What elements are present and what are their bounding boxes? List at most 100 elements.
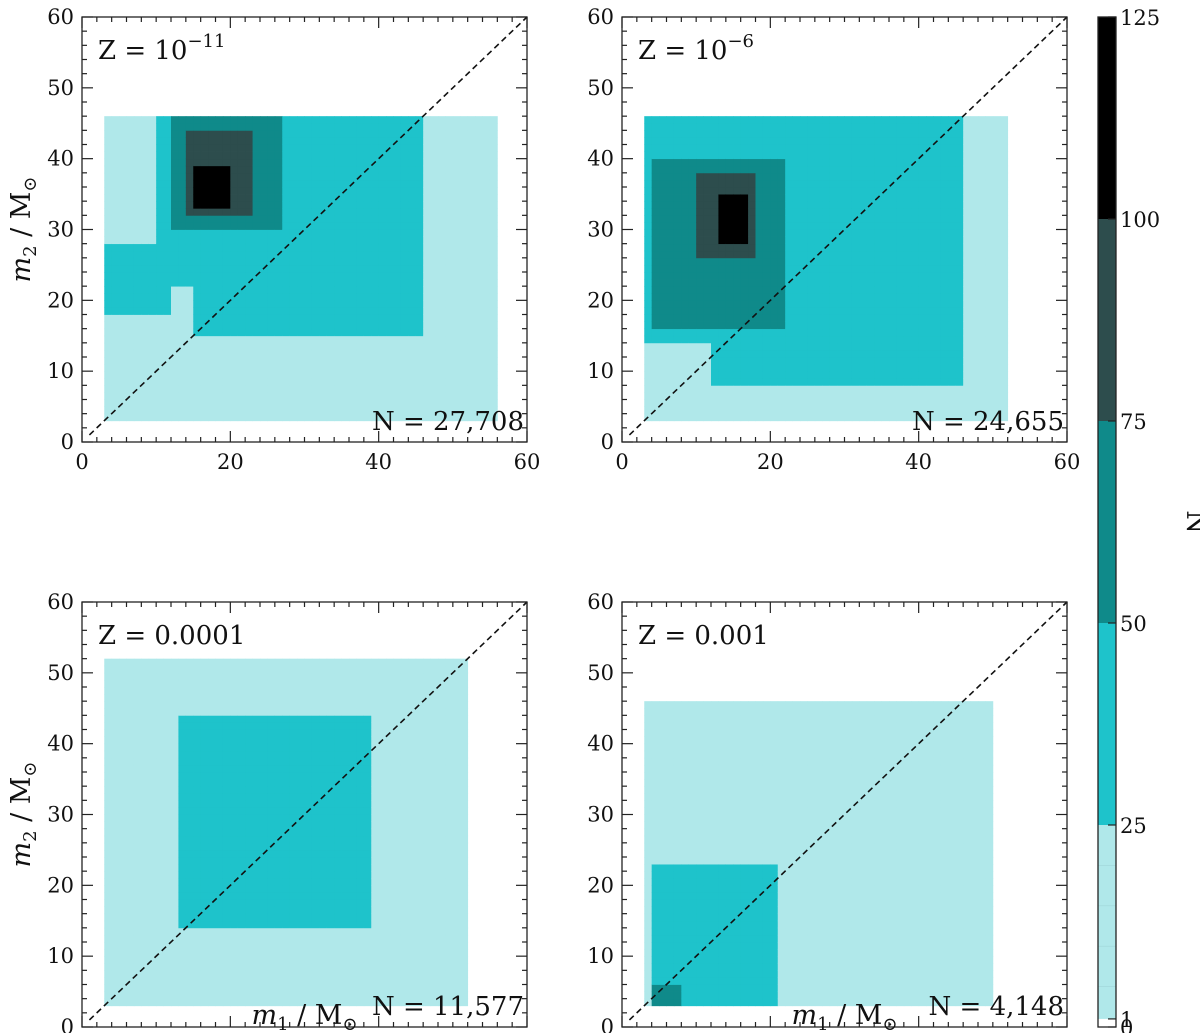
heatmap-cell [326,236,335,245]
heatmap-cell [141,257,150,266]
heatmap-cell [992,151,1001,160]
heatmap-cell [334,264,342,273]
heatmap-cell [681,229,690,237]
heatmap-cell [644,144,653,152]
heatmap-cell [141,934,150,943]
heatmap-cell [785,406,793,415]
heatmap-cell [141,328,150,337]
heatmap-cell [119,215,127,223]
heatmap-cell [156,236,164,245]
heatmap-cell [896,264,905,273]
heatmap-cell [208,314,216,322]
heatmap-cell [252,215,261,223]
heatmap-cell [304,272,313,280]
heatmap-cell [889,130,897,138]
x-tick-label: 20 [217,450,244,474]
heatmap-cell [393,399,402,407]
heatmap-cell [837,371,845,379]
heatmap-cell [208,123,216,131]
heatmap-cell [482,286,491,294]
heatmap-cell [282,413,291,422]
heatmap-cell [430,116,439,124]
heatmap-cell [985,123,994,131]
heatmap-cell [881,335,890,344]
heatmap-cell [822,222,831,230]
heatmap-cell [423,307,431,315]
heatmap-cell [371,378,380,386]
heatmap-cell [297,307,305,315]
heatmap-cell [341,399,350,407]
heatmap-cell [733,286,742,294]
heatmap-cell [659,194,667,202]
heatmap-cell [215,286,224,294]
heatmap-cell [163,151,172,160]
heatmap-cell [926,342,934,351]
heatmap-cell [326,385,335,393]
heatmap-cell [725,272,734,280]
heatmap-cell [681,201,690,209]
heatmap-cell [807,307,816,315]
heatmap-cell [829,406,838,415]
heatmap-cell [467,272,476,280]
heatmap-cell [844,236,853,245]
heatmap-cell [681,371,690,379]
heatmap-cell [896,286,905,294]
heatmap-cell [163,349,172,358]
heatmap-cell [903,264,912,273]
heatmap-cell [274,172,283,181]
heatmap-cell [673,272,682,280]
heatmap-cell [467,279,476,287]
heatmap-cell [104,229,113,237]
heatmap-cell [940,137,949,145]
heatmap-cell [748,165,756,174]
heatmap-cell [866,172,875,181]
heatmap-cell [859,194,868,202]
heatmap-cell [445,194,454,202]
heatmap-cell [111,786,120,794]
heatmap-cell [141,658,150,667]
heatmap-cell [844,130,853,138]
heatmap-cell [141,172,150,181]
heatmap-cell [740,194,749,202]
heatmap-cell [371,272,380,280]
heatmap-cell [475,229,483,237]
heatmap-cell [423,349,431,358]
heatmap-cell [703,378,712,386]
heatmap-cell [822,179,831,188]
heatmap-cell [978,378,986,386]
heatmap-cell [688,172,697,181]
heatmap-cell [800,286,808,294]
heatmap-cell [903,116,912,124]
heatmap-cell [222,286,231,294]
heatmap-cell [304,349,313,358]
heatmap-cell [874,392,882,400]
heatmap-cell [733,144,742,152]
heatmap-cell [148,158,157,167]
heatmap-cell [881,250,890,259]
heatmap-cell [111,201,120,209]
heatmap-cell [363,137,372,145]
heatmap-cell [267,179,276,188]
heatmap-cell [282,257,291,266]
heatmap-cell [926,137,934,145]
heatmap-cell [851,229,860,237]
heatmap-cell [718,272,727,280]
x-tick-label: 40 [365,450,392,474]
heatmap-cell [755,165,764,174]
heatmap-cell [415,307,424,315]
heatmap-cell [119,835,127,844]
heatmap-cell [148,977,157,985]
heatmap-cell [482,413,491,422]
heatmap-cell [267,364,276,372]
heatmap-cell [297,137,305,145]
heatmap-cell [918,378,927,386]
heatmap-cell [237,406,246,415]
heatmap-cell [800,236,808,245]
heatmap-cell [460,328,469,337]
heatmap-cell [844,208,853,216]
heatmap-cell [829,307,838,315]
heatmap-cell [822,321,831,330]
heatmap-cell [423,413,431,422]
heatmap-cell [851,201,860,209]
heatmap-cell [681,187,690,195]
